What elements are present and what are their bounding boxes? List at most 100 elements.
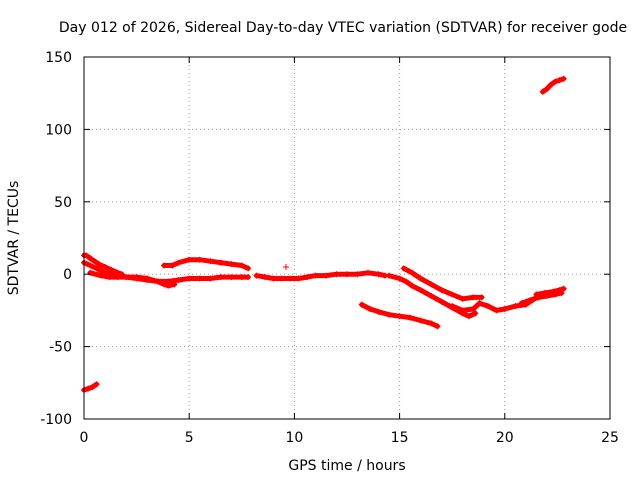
data-point bbox=[449, 291, 456, 298]
series-track-7 bbox=[282, 263, 289, 270]
data-points bbox=[81, 75, 567, 394]
data-point bbox=[402, 278, 409, 285]
data-point bbox=[312, 272, 319, 279]
data-point bbox=[87, 262, 94, 269]
data-point bbox=[282, 263, 289, 270]
data-point bbox=[238, 262, 245, 269]
data-point bbox=[207, 258, 214, 265]
data-point bbox=[386, 272, 393, 279]
grid bbox=[84, 57, 610, 419]
data-point bbox=[533, 291, 540, 298]
data-point bbox=[165, 278, 172, 285]
x-tick-label: 0 bbox=[80, 430, 89, 446]
y-tick-label: 150 bbox=[45, 50, 72, 66]
data-point bbox=[278, 275, 285, 282]
data-point bbox=[386, 311, 393, 318]
data-point bbox=[228, 261, 235, 268]
data-point bbox=[375, 308, 382, 315]
x-tick-label: 25 bbox=[601, 430, 619, 446]
data-point bbox=[438, 287, 445, 294]
data-point bbox=[245, 265, 252, 272]
data-point bbox=[304, 274, 311, 281]
data-point bbox=[154, 278, 161, 285]
data-point bbox=[367, 305, 374, 312]
series-track-13 bbox=[533, 285, 567, 298]
data-point bbox=[87, 255, 94, 262]
data-point bbox=[358, 301, 365, 308]
data-point bbox=[552, 78, 559, 85]
data-point bbox=[539, 88, 546, 95]
data-point bbox=[556, 77, 563, 84]
data-point bbox=[396, 313, 403, 320]
y-tick-label: 100 bbox=[45, 122, 72, 138]
data-point bbox=[470, 305, 477, 312]
data-point bbox=[322, 272, 329, 279]
data-point bbox=[295, 275, 302, 282]
x-tick-label: 15 bbox=[391, 430, 409, 446]
data-point bbox=[196, 256, 203, 263]
data-point bbox=[527, 297, 534, 304]
data-point bbox=[543, 85, 550, 92]
data-point bbox=[375, 271, 382, 278]
data-point bbox=[89, 384, 96, 391]
data-point bbox=[123, 274, 130, 281]
axis-ticks: 0 5 10 15 20 25 -100 -50 0 50 100 150 bbox=[40, 50, 619, 446]
data-point bbox=[261, 274, 268, 281]
series-track-8 bbox=[358, 301, 441, 330]
data-point bbox=[344, 271, 350, 278]
series-trace bbox=[161, 257, 251, 271]
data-point bbox=[484, 303, 491, 310]
x-tick-label: 5 bbox=[185, 430, 194, 446]
series-trace bbox=[81, 381, 100, 393]
data-point bbox=[428, 292, 435, 299]
data-point bbox=[207, 275, 214, 282]
data-point bbox=[175, 259, 182, 266]
data-point bbox=[518, 300, 525, 307]
data-point bbox=[512, 303, 519, 310]
data-point bbox=[466, 313, 473, 320]
data-point bbox=[449, 303, 456, 310]
data-point bbox=[245, 274, 252, 281]
data-point bbox=[560, 75, 567, 82]
data-point bbox=[434, 323, 441, 330]
data-point bbox=[175, 276, 182, 283]
series-trace bbox=[81, 252, 125, 277]
data-point bbox=[87, 269, 94, 276]
series-track-5 bbox=[160, 256, 252, 272]
data-point bbox=[409, 282, 416, 289]
series-track-14 bbox=[539, 75, 567, 95]
x-axis-label: GPS time / hours bbox=[288, 458, 405, 474]
y-tick-label: -50 bbox=[49, 340, 72, 356]
y-axis-label: SDTVAR / TECUs bbox=[6, 181, 22, 296]
data-point bbox=[253, 272, 260, 279]
data-point bbox=[228, 274, 235, 281]
data-point bbox=[470, 294, 477, 301]
data-point bbox=[417, 287, 424, 294]
data-point bbox=[91, 258, 98, 265]
data-point bbox=[85, 385, 92, 392]
data-point bbox=[133, 275, 140, 282]
data-point bbox=[548, 81, 555, 88]
data-point bbox=[550, 288, 557, 295]
data-point bbox=[541, 290, 548, 297]
data-point bbox=[417, 275, 424, 282]
data-point bbox=[476, 300, 483, 307]
data-point bbox=[186, 275, 193, 282]
data-point bbox=[169, 262, 176, 269]
data-point bbox=[196, 275, 203, 282]
x-tick-label: 10 bbox=[285, 430, 303, 446]
data-point bbox=[493, 307, 500, 314]
data-point bbox=[333, 271, 340, 278]
data-point bbox=[106, 274, 113, 281]
plot-frame bbox=[83, 56, 611, 420]
data-point bbox=[97, 272, 104, 279]
data-point bbox=[114, 274, 121, 281]
series-track-6 bbox=[253, 269, 388, 282]
data-point bbox=[438, 298, 445, 305]
chart-title: Day 012 of 2026, Sidereal Day-to-day VTE… bbox=[59, 20, 627, 36]
data-point bbox=[407, 314, 414, 321]
data-point bbox=[478, 294, 485, 301]
data-point bbox=[108, 266, 115, 273]
data-point bbox=[102, 263, 109, 270]
data-point bbox=[186, 256, 193, 263]
